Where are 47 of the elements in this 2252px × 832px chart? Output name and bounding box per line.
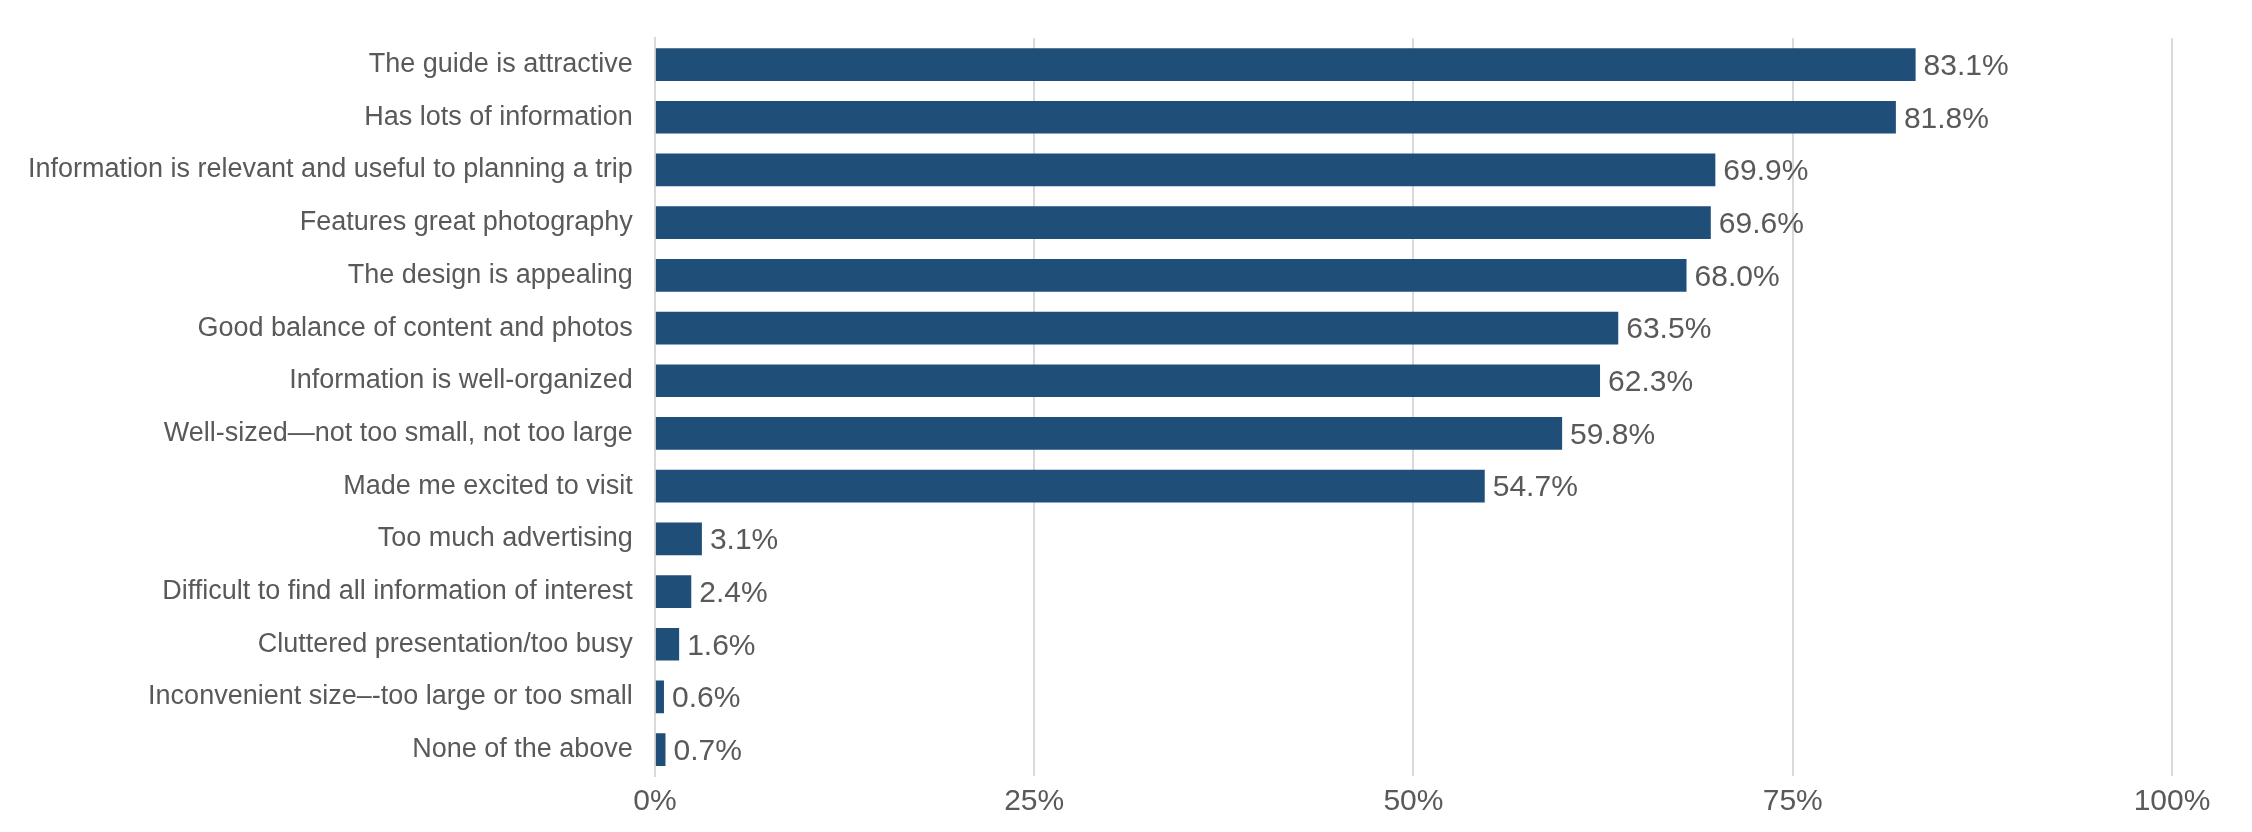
data-label: 83.1% [1923, 47, 2009, 81]
bar [655, 259, 1687, 292]
bar [655, 575, 692, 608]
bar [655, 469, 1485, 503]
data-label: 1.6% [687, 627, 756, 661]
data-label: 2.4% [699, 574, 768, 608]
y-tick-label: Features great photography [299, 206, 634, 237]
bar [655, 417, 1563, 450]
bar [655, 680, 664, 714]
bar [655, 153, 1716, 187]
data-label: 59.8% [1570, 416, 1656, 450]
y-tick-label: Difficult to find all information of interest [162, 575, 634, 605]
data-label: 63.5% [1626, 311, 1712, 345]
data-label: 81.8% [1903, 100, 1989, 134]
data-label: 0.6% [671, 680, 741, 714]
x-tick-label: 50% [1383, 783, 1444, 817]
data-label: 68.0% [1694, 258, 1780, 292]
y-tick-label: Too much advertising [377, 522, 633, 553]
data-label: 62.3% [1608, 364, 1694, 398]
bar [655, 100, 1896, 134]
y-tick-label: None of the above [412, 733, 633, 764]
bar [655, 48, 1916, 81]
y-tick-label: Good balance of content and photos [197, 311, 633, 342]
y-tick-label: Has lots of information [364, 100, 633, 131]
bar [655, 733, 666, 766]
y-tick-label: Made me excited to visit [343, 469, 634, 500]
data-label: 54.7% [1492, 469, 1578, 503]
y-tick-label: Well-sized—not too small, not too large [163, 416, 633, 447]
x-tick-label: 100% [2133, 783, 2211, 817]
y-tick-label: The guide is attractive [368, 48, 633, 78]
x-tick-label: 0% [633, 783, 677, 817]
data-label: 0.7% [673, 732, 742, 766]
bar [655, 206, 1711, 239]
data-label: 69.9% [1723, 153, 1809, 187]
y-tick-label: Information is relevant and useful to planning a trip [27, 153, 633, 184]
y-tick-label: Cluttered presentation/too busy [257, 627, 634, 658]
bar [655, 364, 1601, 398]
bar [655, 311, 1619, 345]
bar [655, 627, 680, 661]
y-tick-label: The design is appealing [347, 258, 633, 289]
bar [655, 522, 702, 556]
data-label: 69.6% [1718, 205, 1804, 239]
x-tick-label: 75% [1762, 783, 1823, 817]
x-tick-label: 25% [1004, 783, 1065, 817]
y-tick-label: Inconvenient size–-too large or too small [148, 680, 633, 711]
data-label: 3.1% [709, 522, 779, 556]
y-tick-label: Information is well-organized [289, 364, 633, 395]
